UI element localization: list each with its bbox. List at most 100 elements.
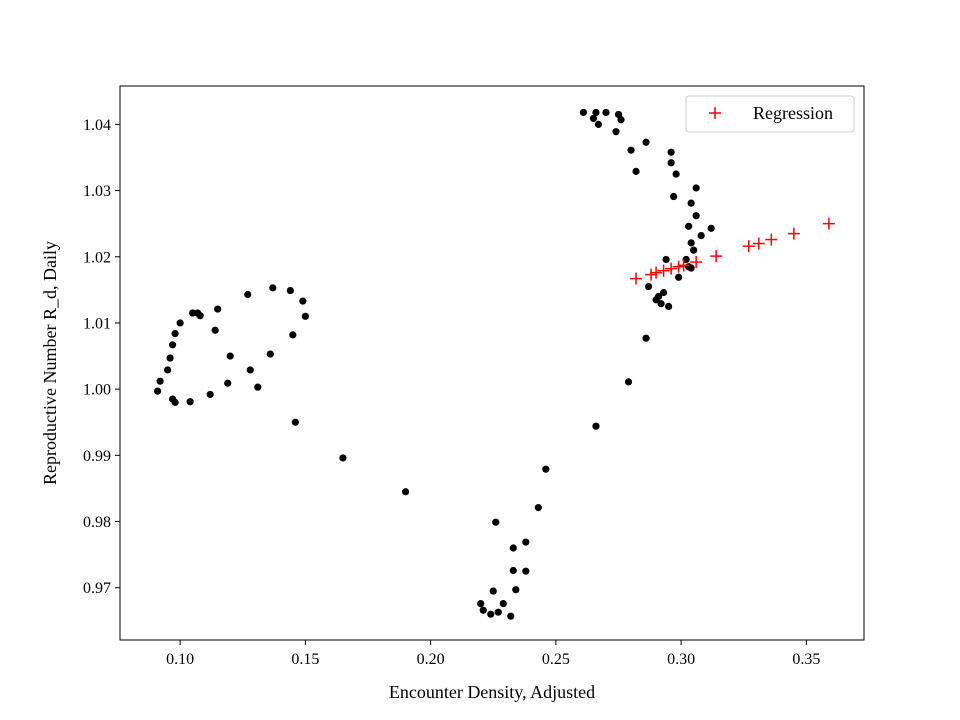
data-point [522,538,530,546]
data-point [579,108,588,117]
data-point [687,199,695,207]
data-point [512,586,520,594]
data-point [697,231,705,240]
data-marks [153,108,835,620]
legend-label-regression: Regression [753,103,833,123]
regression-point [742,240,755,253]
data-point [522,567,530,575]
x-tick-label: 0.35 [792,651,820,668]
y-tick-label: 1.03 [83,183,111,200]
regression-point [710,250,723,263]
data-point [617,116,625,124]
data-point [339,454,347,462]
x-tick-label: 0.15 [291,651,319,668]
data-point [301,312,309,320]
data-point [479,606,487,614]
regression-point [752,237,765,250]
regression-point [765,233,778,246]
data-point [196,312,204,320]
data-point [211,326,219,334]
data-point [662,255,670,264]
data-point [624,378,633,386]
regression-point [677,259,690,272]
legend: Regression [685,95,855,133]
data-point [654,292,663,301]
data-point [602,108,610,117]
data-point [246,366,254,374]
data-point [644,282,653,291]
regression-point [650,266,663,279]
data-point [667,148,675,156]
data-point [214,305,222,313]
data-point [690,246,698,254]
data-point [226,352,234,360]
regression-point [690,256,703,269]
data-point [594,120,603,128]
data-point [224,379,232,387]
regression-point [672,260,685,273]
data-point [665,302,673,311]
data-point [401,488,410,496]
data-point [499,599,507,608]
data-point [592,108,600,117]
legend-marker-plus-icon [709,107,721,119]
regression-point [822,217,835,230]
data-point [642,138,650,146]
data-point [687,239,695,247]
data-point [189,309,197,317]
data-point [286,286,294,295]
data-point [685,222,693,230]
legend-box [685,95,855,133]
y-axis-ticks: 0.97 0.98 0.99 1.00 1.01 1.02 1.03 1.04 [83,117,120,597]
x-axis-ticks: 0.10 0.15 0.20 0.25 0.30 0.35 [166,640,820,668]
data-point [692,212,700,220]
data-point [477,599,485,608]
data-point [692,184,700,192]
data-point [156,377,164,385]
data-point [670,192,678,201]
regression-point [645,268,658,281]
data-point [642,334,650,342]
data-point [171,329,179,338]
data-point [659,288,668,297]
data-point [627,146,635,154]
y-tick-label: 1.02 [83,249,111,266]
y-tick-label: 1.00 [83,382,111,399]
data-point [489,587,497,595]
regression-point [665,262,678,275]
data-point [289,331,297,339]
data-point [672,170,680,178]
data-point [589,114,598,123]
data-point [186,398,194,406]
data-point [153,387,162,395]
data-point [542,465,550,473]
data-point [492,518,500,526]
x-tick-label: 0.20 [417,651,445,668]
x-tick-label: 0.30 [667,651,695,668]
data-point [667,159,675,167]
data-point [592,422,600,430]
data-point [707,224,715,232]
y-tick-label: 0.98 [83,514,111,531]
data-point [163,366,172,374]
y-tick-label: 1.01 [83,315,111,332]
data-point [612,128,620,136]
data-point [176,319,184,327]
regression-point [657,264,670,277]
y-axis-title: Reproductive Number R_d, Daily [40,241,60,485]
data-point [494,608,502,616]
data-point [171,398,179,406]
regression-point [630,272,643,285]
data-point [657,300,665,308]
data-point [244,290,252,299]
data-point [269,284,277,292]
data-point [675,273,683,281]
data-point [291,418,299,426]
data-point [169,341,177,349]
x-axis-title: Encounter Density, Adjusted [389,682,595,702]
plot-frame [119,85,865,641]
y-tick-label: 0.97 [83,580,111,597]
regression-point [787,227,800,240]
y-tick-label: 0.99 [83,448,111,465]
x-tick-label: 0.10 [166,651,194,668]
